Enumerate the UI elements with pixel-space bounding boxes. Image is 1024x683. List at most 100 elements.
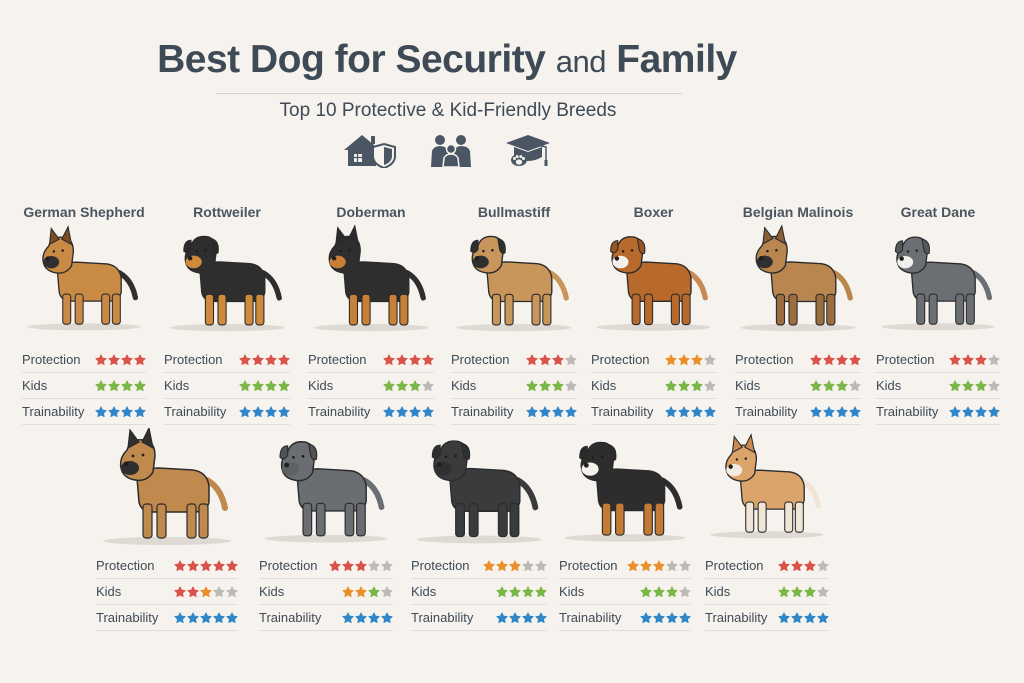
star-icon — [949, 353, 961, 365]
star-icon — [381, 611, 393, 623]
dog-illustration — [876, 220, 1000, 338]
star-rating — [95, 405, 146, 418]
family-icon — [428, 133, 474, 167]
star-icon — [810, 353, 822, 365]
rating-row-trainability: Trainability — [259, 605, 393, 631]
star-icon — [691, 379, 703, 391]
rating-row-kids: Kids — [22, 373, 146, 399]
star-rating — [342, 611, 393, 624]
star-icon — [778, 611, 790, 623]
star-icon — [226, 559, 238, 571]
star-icon — [804, 611, 816, 623]
rating-label: Kids — [591, 378, 617, 393]
star-icon — [278, 379, 290, 391]
star-icon — [704, 353, 716, 365]
rating-label: Trainability — [164, 404, 227, 419]
star-icon — [666, 585, 678, 597]
ratings-table: Protection Kids Trainability — [451, 347, 577, 425]
star-icon — [174, 585, 186, 597]
rating-row-kids: Kids — [876, 373, 1000, 399]
star-rating — [174, 611, 238, 624]
rating-label: Trainability — [705, 610, 768, 625]
star-rating — [383, 405, 434, 418]
star-icon — [108, 353, 120, 365]
star-icon — [836, 405, 848, 417]
star-icon — [409, 379, 421, 391]
star-icon — [988, 379, 1000, 391]
star-icon — [265, 353, 277, 365]
star-icon — [383, 353, 395, 365]
star-icon — [134, 405, 146, 417]
star-icon — [422, 379, 434, 391]
rating-row-kids: Kids — [559, 579, 691, 605]
star-icon — [565, 379, 577, 391]
star-icon — [368, 585, 380, 597]
star-icon — [226, 611, 238, 623]
rating-label: Trainability — [308, 404, 371, 419]
star-icon — [95, 353, 107, 365]
star-rating — [526, 353, 577, 366]
star-rating — [949, 353, 1000, 366]
ratings-table: Protection Kids Trainability — [705, 553, 829, 631]
star-icon — [565, 405, 577, 417]
star-icon — [252, 405, 264, 417]
star-icon — [791, 559, 803, 571]
star-icon — [552, 379, 564, 391]
star-icon — [665, 379, 677, 391]
rating-row-kids: Kids — [591, 373, 716, 399]
star-rating — [174, 585, 238, 598]
rating-label: Trainability — [22, 404, 85, 419]
star-icon — [422, 405, 434, 417]
star-rating — [342, 585, 393, 598]
star-icon — [704, 405, 716, 417]
star-rating — [778, 559, 829, 572]
dog-illustration — [22, 220, 146, 338]
star-icon — [691, 405, 703, 417]
star-icon — [265, 379, 277, 391]
star-icon — [509, 585, 521, 597]
rating-row-kids: Kids — [735, 373, 861, 399]
star-icon — [200, 559, 212, 571]
star-icon — [381, 559, 393, 571]
star-icon — [679, 611, 691, 623]
star-icon — [975, 405, 987, 417]
star-icon — [121, 405, 133, 417]
rating-label: Trainability — [96, 610, 159, 625]
ratings-table: Protection Kids Trainability — [591, 347, 716, 425]
star-icon — [653, 585, 665, 597]
rating-label: Kids — [876, 378, 902, 393]
star-icon — [496, 611, 508, 623]
page-title: Best Dog for Security and Family — [0, 38, 894, 82]
star-icon — [679, 585, 691, 597]
star-rating — [665, 405, 716, 418]
star-icon — [483, 559, 495, 571]
star-icon — [949, 405, 961, 417]
star-icon — [653, 611, 665, 623]
rating-row-protection: Protection — [559, 553, 691, 579]
star-icon — [810, 405, 822, 417]
star-rating — [239, 405, 290, 418]
star-icon — [817, 611, 829, 623]
dog-illustration — [559, 428, 691, 546]
star-icon — [836, 379, 848, 391]
rating-row-trainability: Trainability — [735, 399, 861, 425]
star-icon — [252, 379, 264, 391]
dog-illustration — [164, 220, 290, 338]
star-icon — [665, 405, 677, 417]
star-rating — [383, 379, 434, 392]
ratings-table: Protection Kids Trainability — [735, 347, 861, 425]
star-icon — [422, 353, 434, 365]
rating-row-kids: Kids — [259, 579, 393, 605]
star-rating — [95, 353, 146, 366]
star-icon — [962, 353, 974, 365]
star-icon — [496, 585, 508, 597]
star-rating — [810, 353, 861, 366]
rating-row-kids: Kids — [451, 373, 577, 399]
star-icon — [187, 585, 199, 597]
star-icon — [679, 559, 691, 571]
star-icon — [368, 611, 380, 623]
rating-label: Protection — [876, 352, 935, 367]
dog-illustration — [735, 220, 861, 338]
rating-label: Trainability — [259, 610, 322, 625]
rating-row-protection: Protection — [22, 347, 146, 373]
